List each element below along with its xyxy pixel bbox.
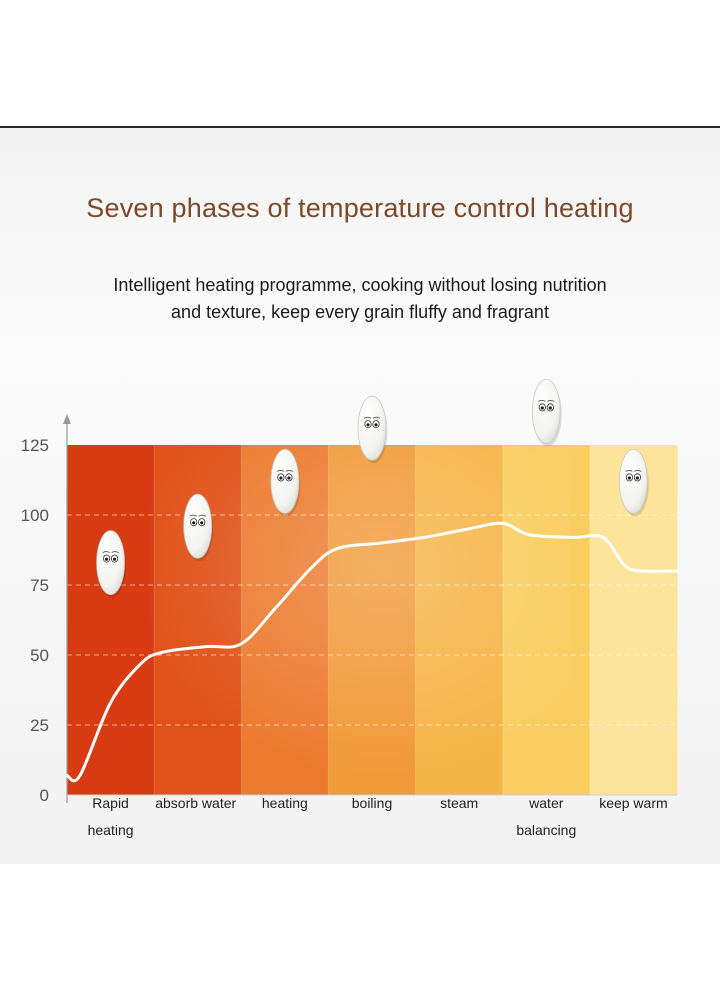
axes [63, 414, 677, 803]
y-tick-25: 25 [30, 716, 49, 735]
subtitle-line-2: and texture, keep every grain fluffy and… [171, 302, 549, 322]
page-title: Seven phases of temperature control heat… [86, 193, 634, 223]
rice-mascots [96, 378, 649, 598]
rice-grain-brows [189, 514, 206, 517]
x-tick-labels: Rapid heating absorb water heating boiling st… [88, 795, 668, 838]
temperature-line [65, 521, 679, 783]
y-axis-arrow [63, 414, 71, 424]
rice-grain-brows [276, 469, 294, 472]
x-tick-label-4: boiling [352, 795, 392, 811]
rice-grain-pupil-right [374, 423, 378, 427]
subtitle-line-1: Intelligent heating programme, cooking w… [113, 275, 607, 295]
rice-grain-mascot-4 [357, 395, 388, 464]
rice-grain-pupil-right [200, 521, 204, 525]
y-tick-100: 100 [21, 506, 49, 525]
rice-grain-pupil-right [287, 476, 291, 480]
rice-grain-pupil-right [635, 476, 639, 480]
x-tick-label-5: steam [440, 795, 478, 811]
rice-grain-body [531, 378, 561, 444]
rice-grain-pupil-right [113, 557, 117, 561]
rice-grain-pupil-left [366, 423, 370, 427]
rice-grain-pupil-left [105, 557, 109, 561]
series-layer [65, 521, 679, 783]
rice-grain-pupil-left [540, 406, 544, 410]
rice-grain-mascot-5 [531, 378, 562, 447]
x-tick-label-6-line-1: water [528, 795, 564, 811]
rice-grain-pupil-right [548, 406, 552, 410]
rice-grain-mascot-3 [270, 448, 301, 517]
rice-grain-pupil-left [192, 521, 196, 525]
y-tick-50: 50 [30, 646, 49, 665]
rice-grain-brows [625, 469, 642, 472]
rice-grain-mascot-2 [183, 493, 214, 562]
rice-grain-body [619, 448, 648, 514]
rice-grain-body [357, 395, 387, 461]
x-tick-label-1-line-1: Rapid [92, 795, 129, 811]
x-tick-label-2: absorb water [155, 795, 236, 811]
x-tick-label-6-line-2: balancing [516, 822, 576, 838]
y-tick-75: 75 [30, 576, 49, 595]
phase-band-1 [67, 445, 155, 795]
bowl-glow [150, 445, 570, 795]
rice-grain-body [183, 493, 213, 559]
rice-grain-brows [538, 399, 555, 402]
rice-grain-body [96, 530, 125, 595]
rice-grain-pupil-left [279, 476, 283, 480]
rice-grain-brows [363, 416, 381, 419]
x-tick-label-3: heating [262, 795, 308, 811]
x-tick-label-7: keep warm [599, 795, 667, 811]
top-divider [0, 126, 720, 128]
y-tick-125: 125 [21, 436, 49, 455]
rice-grain-pupil-left [627, 476, 631, 480]
grid-lines [67, 514, 677, 726]
rice-grain-body [270, 448, 300, 514]
rice-grain-brows [102, 551, 119, 554]
rice-grain-mascot-1 [96, 530, 127, 598]
y-tick-0: 0 [40, 786, 49, 805]
page-subtitle: Intelligent heating programme, cooking w… [40, 272, 680, 326]
rice-grain-mascot-6 [619, 448, 649, 517]
y-tick-labels: 0 25 50 75 100 125 [21, 436, 49, 805]
x-tick-label-1-line-2: heating [88, 822, 134, 838]
